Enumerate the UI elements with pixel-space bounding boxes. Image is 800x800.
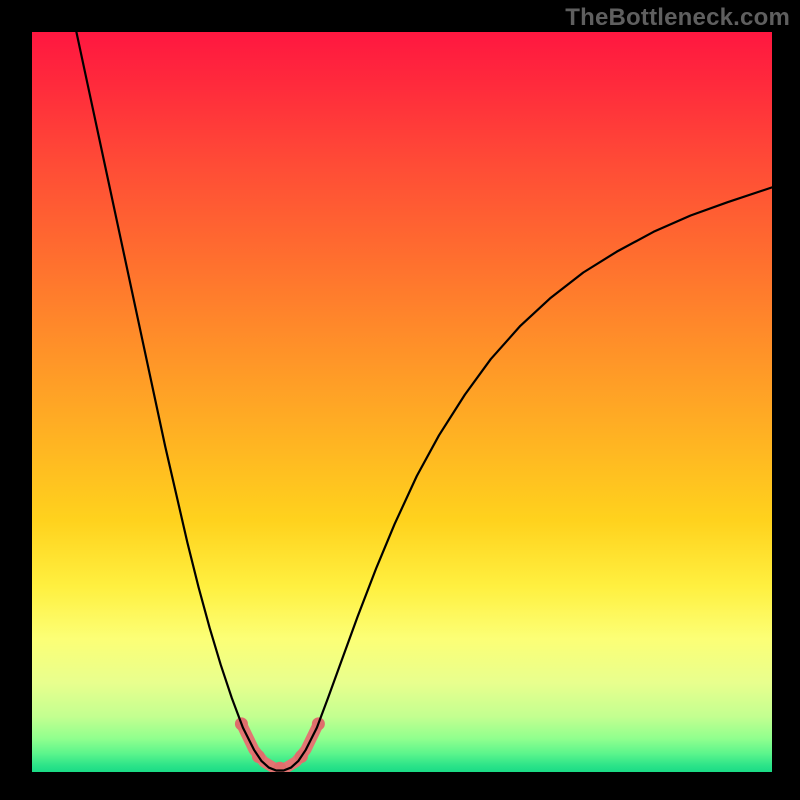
outer-frame: TheBottleneck.com bbox=[0, 0, 800, 800]
watermark-text: TheBottleneck.com bbox=[565, 4, 790, 32]
bottleneck-chart bbox=[32, 32, 772, 772]
chart-background bbox=[32, 32, 772, 772]
